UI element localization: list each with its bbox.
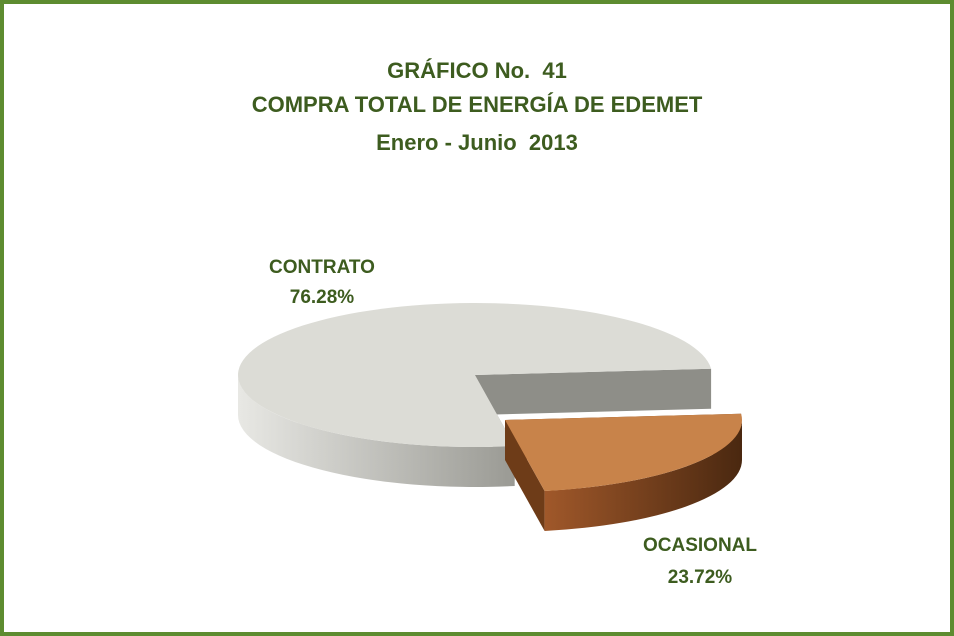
slice (238, 303, 712, 448)
slice-cut-face (475, 368, 712, 415)
slice-label: OCASIONAL (643, 535, 757, 556)
slice-cut-face (505, 420, 545, 531)
title-line: Enero - Junio 2013 (376, 130, 578, 155)
title-line: GRÁFICO No. 41 (387, 58, 567, 83)
slice-side (237, 375, 515, 488)
slice-label: CONTRATO (269, 257, 375, 278)
slice (505, 413, 743, 491)
slice-value-label: 23.72% (668, 567, 733, 588)
slice-value-label: 76.28% (290, 287, 355, 308)
slice-side (544, 420, 742, 531)
pie (237, 303, 743, 531)
title-line: COMPRA TOTAL DE ENERGÍA DE EDEMET (252, 92, 703, 117)
